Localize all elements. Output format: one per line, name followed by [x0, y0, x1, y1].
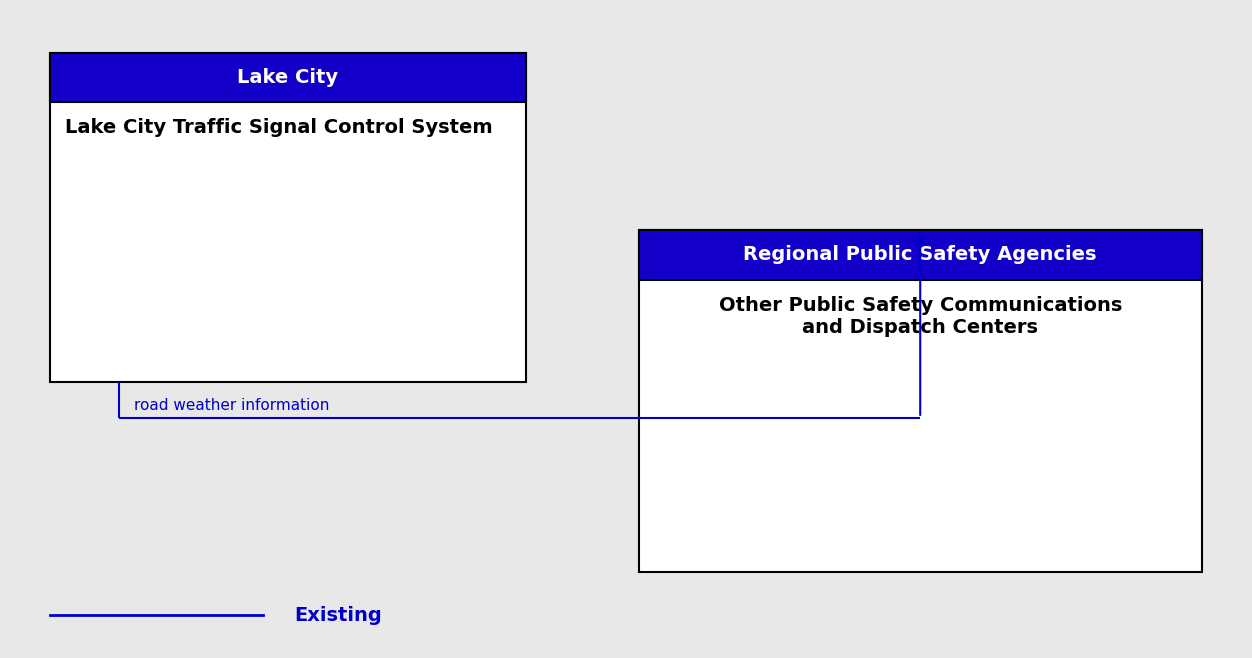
Text: road weather information: road weather information — [134, 397, 329, 413]
Bar — [50, 53, 526, 102]
Text: Regional Public Safety Agencies: Regional Public Safety Agencies — [744, 245, 1097, 265]
Text: Lake City Traffic Signal Control System: Lake City Traffic Signal Control System — [65, 118, 493, 138]
Text: Existing: Existing — [294, 606, 382, 624]
Bar — [50, 53, 526, 382]
Bar — [639, 230, 1202, 280]
Bar — [639, 230, 1202, 572]
Text: Lake City: Lake City — [238, 68, 338, 87]
Text: Other Public Safety Communications
and Dispatch Centers: Other Public Safety Communications and D… — [719, 296, 1122, 337]
